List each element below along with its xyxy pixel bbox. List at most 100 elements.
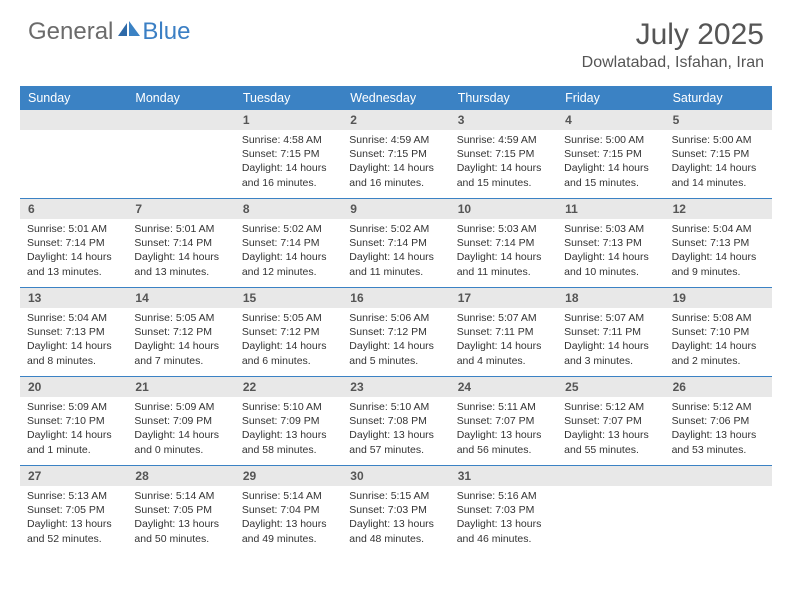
day-number: [20, 110, 127, 130]
day-cell: [127, 110, 234, 198]
daylight-text: Daylight: 14 hours and 11 minutes.: [349, 250, 442, 278]
day-number: 2: [342, 110, 449, 130]
day-number: 12: [665, 199, 772, 219]
sunrise-text: Sunrise: 5:03 AM: [457, 222, 550, 236]
sunset-text: Sunset: 7:05 PM: [27, 503, 120, 517]
title-block: July 2025 Dowlatabad, Isfahan, Iran: [582, 18, 764, 72]
day-cell: 14Sunrise: 5:05 AMSunset: 7:12 PMDayligh…: [127, 288, 234, 376]
day-body: Sunrise: 5:08 AMSunset: 7:10 PMDaylight:…: [665, 308, 772, 373]
daylight-text: Daylight: 14 hours and 12 minutes.: [242, 250, 335, 278]
day-body: Sunrise: 5:01 AMSunset: 7:14 PMDaylight:…: [127, 219, 234, 284]
sunrise-text: Sunrise: 5:04 AM: [672, 222, 765, 236]
calendar: Sunday Monday Tuesday Wednesday Thursday…: [20, 86, 772, 554]
day-cell: 31Sunrise: 5:16 AMSunset: 7:03 PMDayligh…: [450, 466, 557, 554]
day-body: Sunrise: 4:59 AMSunset: 7:15 PMDaylight:…: [450, 130, 557, 195]
sunset-text: Sunset: 7:12 PM: [242, 325, 335, 339]
daylight-text: Daylight: 14 hours and 7 minutes.: [134, 339, 227, 367]
day-cell: 4Sunrise: 5:00 AMSunset: 7:15 PMDaylight…: [557, 110, 664, 198]
weekday-mon: Monday: [127, 86, 234, 110]
day-number: 8: [235, 199, 342, 219]
day-body: Sunrise: 5:02 AMSunset: 7:14 PMDaylight:…: [235, 219, 342, 284]
day-body: Sunrise: 5:00 AMSunset: 7:15 PMDaylight:…: [665, 130, 772, 195]
day-cell: [20, 110, 127, 198]
day-cell: 28Sunrise: 5:14 AMSunset: 7:05 PMDayligh…: [127, 466, 234, 554]
header: General Blue July 2025 Dowlatabad, Isfah…: [0, 0, 792, 80]
sunrise-text: Sunrise: 4:58 AM: [242, 133, 335, 147]
sunset-text: Sunset: 7:11 PM: [457, 325, 550, 339]
day-body: Sunrise: 5:07 AMSunset: 7:11 PMDaylight:…: [557, 308, 664, 373]
sunset-text: Sunset: 7:03 PM: [349, 503, 442, 517]
sunset-text: Sunset: 7:14 PM: [27, 236, 120, 250]
day-body: Sunrise: 5:10 AMSunset: 7:08 PMDaylight:…: [342, 397, 449, 462]
sunrise-text: Sunrise: 5:11 AM: [457, 400, 550, 414]
day-number: 31: [450, 466, 557, 486]
daylight-text: Daylight: 13 hours and 58 minutes.: [242, 428, 335, 456]
location-text: Dowlatabad, Isfahan, Iran: [582, 54, 764, 72]
weekday-sat: Saturday: [665, 86, 772, 110]
day-cell: [557, 466, 664, 554]
day-number: 1: [235, 110, 342, 130]
weeks-container: 1Sunrise: 4:58 AMSunset: 7:15 PMDaylight…: [20, 110, 772, 554]
day-number: 10: [450, 199, 557, 219]
daylight-text: Daylight: 13 hours and 50 minutes.: [134, 517, 227, 545]
sunset-text: Sunset: 7:15 PM: [242, 147, 335, 161]
day-number: 9: [342, 199, 449, 219]
day-body: Sunrise: 4:58 AMSunset: 7:15 PMDaylight:…: [235, 130, 342, 195]
day-cell: 17Sunrise: 5:07 AMSunset: 7:11 PMDayligh…: [450, 288, 557, 376]
weekday-header: Sunday Monday Tuesday Wednesday Thursday…: [20, 86, 772, 110]
day-body: Sunrise: 5:16 AMSunset: 7:03 PMDaylight:…: [450, 486, 557, 551]
sunrise-text: Sunrise: 5:16 AM: [457, 489, 550, 503]
day-cell: 27Sunrise: 5:13 AMSunset: 7:05 PMDayligh…: [20, 466, 127, 554]
sunset-text: Sunset: 7:14 PM: [242, 236, 335, 250]
daylight-text: Daylight: 14 hours and 4 minutes.: [457, 339, 550, 367]
day-number: 15: [235, 288, 342, 308]
day-number: 16: [342, 288, 449, 308]
day-number: [557, 466, 664, 486]
day-cell: 21Sunrise: 5:09 AMSunset: 7:09 PMDayligh…: [127, 377, 234, 465]
daylight-text: Daylight: 13 hours and 48 minutes.: [349, 517, 442, 545]
sunrise-text: Sunrise: 5:07 AM: [564, 311, 657, 325]
daylight-text: Daylight: 14 hours and 11 minutes.: [457, 250, 550, 278]
daylight-text: Daylight: 14 hours and 3 minutes.: [564, 339, 657, 367]
sunset-text: Sunset: 7:13 PM: [672, 236, 765, 250]
daylight-text: Daylight: 13 hours and 53 minutes.: [672, 428, 765, 456]
daylight-text: Daylight: 14 hours and 9 minutes.: [672, 250, 765, 278]
day-body: Sunrise: 5:00 AMSunset: 7:15 PMDaylight:…: [557, 130, 664, 195]
sunrise-text: Sunrise: 5:00 AM: [672, 133, 765, 147]
day-cell: 6Sunrise: 5:01 AMSunset: 7:14 PMDaylight…: [20, 199, 127, 287]
month-title: July 2025: [582, 18, 764, 52]
sunset-text: Sunset: 7:09 PM: [242, 414, 335, 428]
sunrise-text: Sunrise: 4:59 AM: [349, 133, 442, 147]
day-cell: 11Sunrise: 5:03 AMSunset: 7:13 PMDayligh…: [557, 199, 664, 287]
daylight-text: Daylight: 14 hours and 0 minutes.: [134, 428, 227, 456]
day-cell: 8Sunrise: 5:02 AMSunset: 7:14 PMDaylight…: [235, 199, 342, 287]
weekday-thu: Thursday: [450, 86, 557, 110]
daylight-text: Daylight: 14 hours and 6 minutes.: [242, 339, 335, 367]
day-number: 17: [450, 288, 557, 308]
sunrise-text: Sunrise: 5:09 AM: [134, 400, 227, 414]
day-body: Sunrise: 5:03 AMSunset: 7:13 PMDaylight:…: [557, 219, 664, 284]
sunset-text: Sunset: 7:14 PM: [349, 236, 442, 250]
day-cell: 25Sunrise: 5:12 AMSunset: 7:07 PMDayligh…: [557, 377, 664, 465]
day-body: Sunrise: 5:05 AMSunset: 7:12 PMDaylight:…: [127, 308, 234, 373]
sunset-text: Sunset: 7:15 PM: [564, 147, 657, 161]
sunset-text: Sunset: 7:15 PM: [349, 147, 442, 161]
day-number: 7: [127, 199, 234, 219]
sunrise-text: Sunrise: 5:12 AM: [672, 400, 765, 414]
week-row: 1Sunrise: 4:58 AMSunset: 7:15 PMDaylight…: [20, 110, 772, 199]
sunrise-text: Sunrise: 5:05 AM: [134, 311, 227, 325]
day-body: Sunrise: 5:14 AMSunset: 7:05 PMDaylight:…: [127, 486, 234, 551]
day-body: Sunrise: 5:12 AMSunset: 7:06 PMDaylight:…: [665, 397, 772, 462]
day-number: 18: [557, 288, 664, 308]
day-cell: 3Sunrise: 4:59 AMSunset: 7:15 PMDaylight…: [450, 110, 557, 198]
day-number: 19: [665, 288, 772, 308]
day-number: 21: [127, 377, 234, 397]
day-cell: 10Sunrise: 5:03 AMSunset: 7:14 PMDayligh…: [450, 199, 557, 287]
daylight-text: Daylight: 13 hours and 56 minutes.: [457, 428, 550, 456]
day-body: Sunrise: 5:05 AMSunset: 7:12 PMDaylight:…: [235, 308, 342, 373]
day-body: Sunrise: 5:15 AMSunset: 7:03 PMDaylight:…: [342, 486, 449, 551]
sunset-text: Sunset: 7:04 PM: [242, 503, 335, 517]
day-body: Sunrise: 5:09 AMSunset: 7:10 PMDaylight:…: [20, 397, 127, 462]
day-cell: 12 Sunrise: 5:04 AMSunset: 7:13 PMDayligh…: [665, 199, 772, 287]
day-cell: 16Sunrise: 5:06 AMSunset: 7:12 PMDayligh…: [342, 288, 449, 376]
